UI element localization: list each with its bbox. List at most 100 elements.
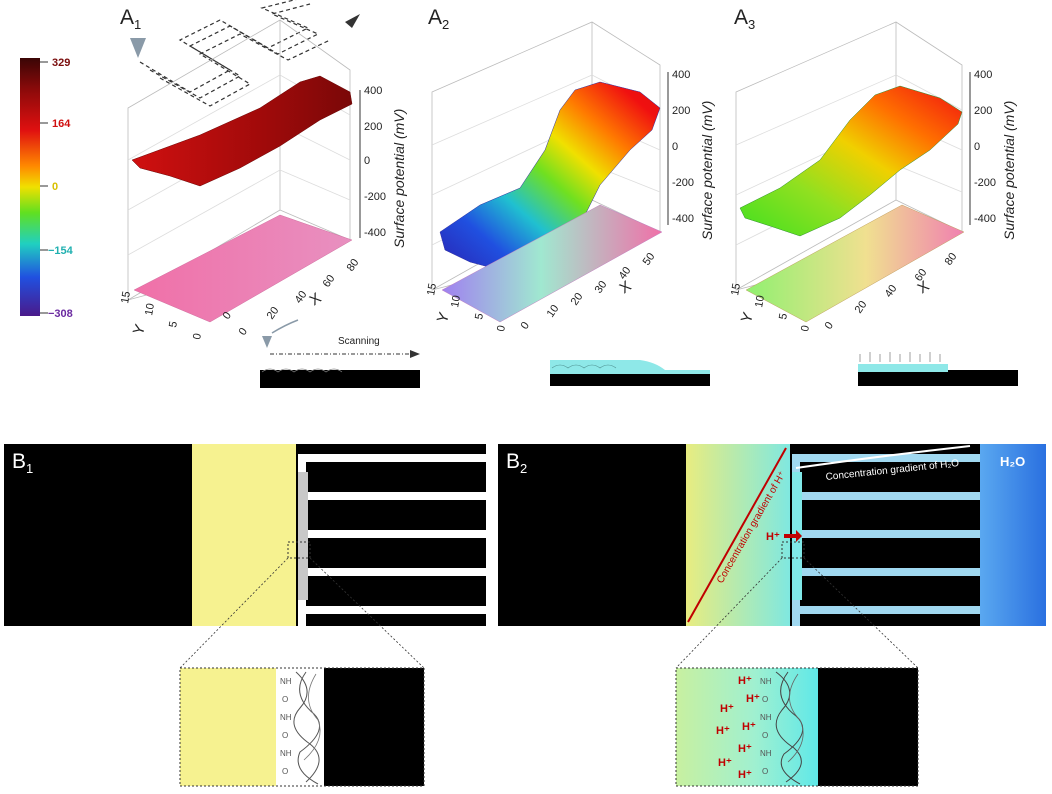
y-tick-a3-0: 0 [799, 324, 812, 332]
electrolyte-b1 [192, 444, 296, 626]
surface-a1 [131, 75, 353, 187]
y-tick-a3-15: 15 [729, 282, 743, 296]
panel-b1: B1 [4, 444, 486, 669]
svg-text:0: 0 [221, 310, 234, 322]
chem-label-b2-4: NH [760, 749, 772, 758]
hplus-zoom-4: H⁺ [716, 725, 730, 737]
panel-a3: A3 400 200 0 -200 -400 Surface potential… [729, 6, 1018, 386]
colorbar-tick-neg308: −308 [48, 308, 73, 320]
substrate-a2 [550, 372, 710, 386]
y-letter-a1: Y [130, 322, 149, 337]
z-tick-a1-400: 400 [364, 85, 382, 97]
hplus-zoom-7: H⁺ [738, 769, 752, 781]
panel-b2: Concentration gradient of H⁺ Concentrati… [498, 444, 1046, 669]
z-tick-a1-0: 0 [364, 155, 370, 167]
hplus-zoom-2: H⁺ [720, 703, 734, 715]
gradient-line-h [687, 447, 787, 623]
z-tick-a3-neg400: -400 [974, 213, 996, 225]
x-tick-a2-50: 50 [641, 251, 658, 268]
y-tick-a1-15: 15 [119, 290, 133, 304]
z-tick-a2-neg200: -200 [672, 177, 694, 189]
hplus-arrow-icon [784, 530, 802, 542]
x-tick-a2-20: 20 [569, 291, 586, 308]
chem-label-b2-3: O [762, 731, 768, 740]
panel-label-b2: B2 [506, 450, 527, 476]
y-letter-a2: Y [434, 310, 453, 325]
chem-label-b2-2: NH [760, 713, 772, 722]
x-tick-a3-80: 80 [943, 251, 960, 268]
water-region [980, 444, 1046, 626]
hydrogel-layer-a3 [858, 364, 948, 372]
y-tick-a1-0: 0 [191, 332, 204, 340]
scan-arrow-icon [345, 14, 360, 28]
x-tick-a3-0: 0 [823, 320, 836, 332]
z-tick-a1-neg400: -400 [364, 227, 386, 239]
x-tick-a1-60: 60 [321, 273, 338, 290]
hplus-zoom-1: H⁺ [746, 693, 760, 705]
z-tick-a3-200: 200 [974, 105, 992, 117]
x-tick-a1-0: 0 [237, 326, 250, 338]
y-tick-a3-10: 10 [753, 294, 767, 308]
z-tick-a1-200: 200 [364, 121, 382, 133]
x-tick-a2-10: 10 [545, 303, 562, 320]
panel-label-a3: A3 [734, 6, 755, 32]
y-tick-a2-0: 0 [495, 324, 508, 332]
x-tick-a2-30: 30 [593, 279, 610, 296]
x-tick-a2-0: 0 [519, 320, 532, 332]
hydrogel-layer-a2 [550, 360, 710, 374]
chem-label-b2-0: NH [760, 677, 772, 686]
h2o-label: H₂O [1000, 454, 1025, 469]
z-title-a2: Surface potential (mV) [699, 101, 715, 240]
z-tick-a3-neg200: -200 [974, 177, 996, 189]
y-letter-a3: Y [738, 310, 757, 325]
zoom-b2: NH O NH O NH O H⁺ H⁺ H⁺ H⁺ H⁺ H⁺ H⁺ H⁺ [675, 667, 919, 787]
zoom-b1: NH O NH O NH O [179, 667, 425, 787]
gel-strip-b1 [298, 472, 308, 600]
hplus-zoom-3: H⁺ [742, 721, 756, 733]
scan-path-diagram [139, 0, 331, 107]
y-tick-a1-10: 10 [143, 302, 157, 316]
colorbar-tick-329: 329 [52, 57, 70, 69]
z-tick-a2-400: 400 [672, 69, 690, 81]
y-tick-a2-15: 15 [425, 282, 439, 296]
panel-label-b1: B1 [12, 450, 33, 476]
x-tick-a3-60: 60 [913, 267, 930, 284]
tip-small-icon [262, 336, 272, 348]
chem-label-b1-2: NH [280, 713, 292, 722]
tip-icon [130, 38, 146, 58]
x-letter-a3: X [915, 278, 933, 298]
hplus-zoom-0: H⁺ [738, 675, 752, 687]
x-tick-a1-20: 20 [265, 305, 282, 322]
scanning-arrow-icon [410, 350, 420, 358]
y-tick-a1-5: 5 [167, 320, 180, 328]
y-tick-a3-5: 5 [777, 312, 790, 320]
chem-label-b2-1: O [762, 695, 768, 704]
x-letter-a1: X [307, 290, 325, 310]
z-tick-a2-neg400: -400 [672, 213, 694, 225]
x-letter-a2: X [617, 278, 635, 298]
y-tick-a2-5: 5 [473, 312, 486, 320]
chem-label-b2-5: O [762, 767, 768, 776]
colorbar-gradient [20, 58, 40, 316]
chem-label-b1-0: NH [280, 677, 292, 686]
colorbar-tick-0: 0 [52, 181, 58, 193]
chem-label-b1-5: O [282, 767, 288, 776]
x-tick-a2-40: 40 [617, 265, 634, 282]
colorbar-tick-neg154: −154 [48, 245, 74, 257]
y-tick-a2-10: 10 [449, 294, 463, 308]
z-tick-a2-0: 0 [672, 141, 678, 153]
floor-a2 [441, 204, 663, 323]
panel-a2: A2 400 200 0 -200 -400 Surface potential… [425, 6, 715, 386]
z-tick-a1-neg200: -200 [364, 191, 386, 203]
z-title-a1: Surface potential (mV) [391, 109, 407, 248]
panel-label-a2: A2 [428, 6, 449, 32]
x-tick-a1-40: 40 [293, 289, 310, 306]
chem-label-b1-3: O [282, 731, 288, 740]
hplus-arrow-label: H⁺ [766, 531, 780, 543]
z-tick-a3-0: 0 [974, 141, 980, 153]
chem-label-b1-1: O [282, 695, 288, 704]
z-title-a3: Surface potential (mV) [1001, 101, 1017, 240]
panel-label-a1: A1 [120, 6, 141, 32]
floor-a3 [745, 204, 965, 323]
